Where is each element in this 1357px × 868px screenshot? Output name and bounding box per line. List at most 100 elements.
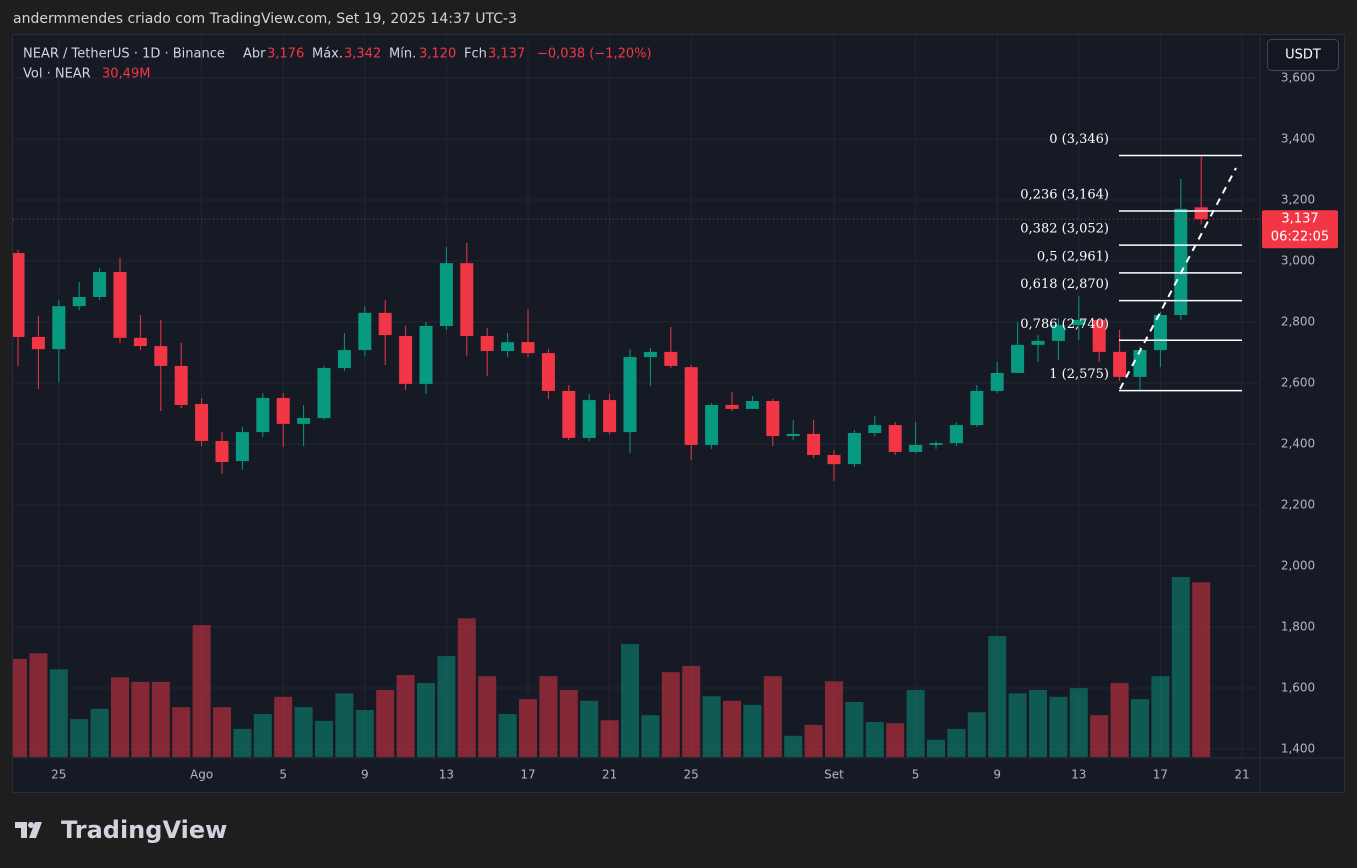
candle-body: [235, 432, 249, 462]
brand-logo: [15, 822, 42, 838]
volume-bar: [1069, 688, 1088, 757]
candle-body: [195, 404, 209, 441]
volume-bar: [967, 712, 986, 757]
volume-bar: [621, 644, 639, 757]
volume-bar: [437, 656, 456, 757]
candle-body: [521, 342, 535, 354]
x-tick-label: Set: [824, 768, 844, 782]
y-tick-label: 3,400: [1281, 132, 1315, 146]
candle-body: [337, 350, 351, 369]
candle-body: [133, 337, 147, 347]
volume-bar: [70, 719, 89, 757]
last-price-label: 3,137: [1281, 212, 1318, 227]
volume-bar: [335, 693, 354, 757]
candle-body: [174, 365, 188, 405]
candle-body: [623, 357, 637, 433]
candle-body: [582, 400, 596, 438]
volume-bar: [172, 707, 191, 757]
volume-bar: [661, 672, 680, 757]
volume-bar: [600, 720, 619, 757]
x-tick-label: 13: [1071, 768, 1086, 782]
volume-bar: [457, 618, 476, 757]
x-tick-label: 13: [439, 768, 454, 782]
candle-body: [909, 444, 923, 452]
volume-bar: [865, 722, 884, 757]
volume-bar: [580, 700, 599, 757]
candle-body: [990, 372, 1004, 391]
volume-bar: [13, 658, 27, 757]
currency-label[interactable]: USDT: [1285, 48, 1321, 63]
volume-bar: [559, 689, 578, 757]
volume-bar: [886, 723, 905, 757]
volume-bar: [539, 676, 558, 757]
volume-bar: [294, 707, 313, 757]
volume-title: Vol · NEAR: [23, 67, 91, 82]
x-tick-label: 21: [602, 768, 617, 782]
candle-body: [1072, 319, 1086, 326]
fib-label: 0,618 (2,870): [1020, 277, 1109, 292]
candle-body: [399, 336, 413, 384]
candle-body: [460, 263, 474, 337]
candle-body: [1174, 208, 1188, 315]
x-tick-label: Ago: [190, 768, 213, 782]
volume-bar: [1008, 693, 1027, 757]
close-value: 3,137: [488, 47, 525, 62]
x-tick-label: 9: [993, 768, 1001, 782]
volume-bar: [131, 681, 150, 757]
candle-body: [480, 336, 494, 351]
candle-body: [745, 400, 759, 409]
y-tick-label: 2,000: [1281, 559, 1315, 573]
y-tick-label: 1,600: [1281, 681, 1315, 695]
candle-body: [439, 263, 453, 326]
volume-bar: [396, 675, 415, 757]
x-tick-label: 25: [684, 768, 699, 782]
volume-bar: [1171, 577, 1190, 757]
candle-body: [358, 312, 372, 351]
candle-body: [13, 253, 25, 337]
x-tick-label: 5: [279, 768, 287, 782]
brand: TradingView: [61, 816, 227, 844]
low-label: Mín.: [389, 47, 416, 62]
volume-bar: [906, 689, 925, 757]
candle-body: [684, 367, 698, 445]
y-tick-label: 2,200: [1281, 498, 1315, 512]
volume-bar: [1131, 699, 1149, 757]
candle-body: [664, 351, 678, 366]
volume-bar: [825, 681, 843, 757]
currency-button[interactable]: [1267, 39, 1339, 71]
volume-bar: [478, 676, 497, 757]
fib-label: 0,786 (2,740): [1020, 317, 1109, 332]
candle-body: [256, 397, 270, 433]
low-value: 3,120: [419, 47, 456, 62]
y-tick-label: 3,200: [1281, 193, 1315, 207]
y-tick-label: 2,600: [1281, 376, 1315, 390]
candle-body: [419, 325, 433, 384]
volume-bar: [784, 735, 803, 757]
volume-bar: [90, 708, 109, 757]
candle-body: [31, 336, 45, 350]
x-tick-label: 9: [361, 768, 369, 782]
candle-body: [643, 351, 657, 358]
volume-bar: [1029, 689, 1047, 757]
volume-value: 30,49M: [102, 67, 150, 82]
candle-body: [929, 443, 943, 445]
fib-label: 0 (3,346): [1049, 132, 1109, 147]
candle-body: [807, 433, 821, 455]
fib-label: 0,5 (2,961): [1037, 249, 1109, 264]
x-tick-label: 17: [520, 768, 535, 782]
high-value: 3,342: [344, 47, 381, 62]
volume-bar: [233, 728, 252, 757]
volume-bar: [49, 669, 68, 757]
volume-bar: [315, 720, 333, 757]
candle-body: [501, 342, 515, 351]
x-tick-label: 25: [51, 768, 66, 782]
volume-bar: [498, 714, 517, 757]
volume-bar: [192, 625, 211, 757]
volume-bar: [845, 701, 864, 757]
y-tick-label: 1,400: [1281, 742, 1315, 756]
candle-body: [52, 306, 66, 350]
candle-body: [1153, 314, 1167, 351]
open-value: 3,176: [267, 47, 304, 62]
candle-body: [725, 404, 739, 409]
candle-body: [154, 346, 168, 366]
